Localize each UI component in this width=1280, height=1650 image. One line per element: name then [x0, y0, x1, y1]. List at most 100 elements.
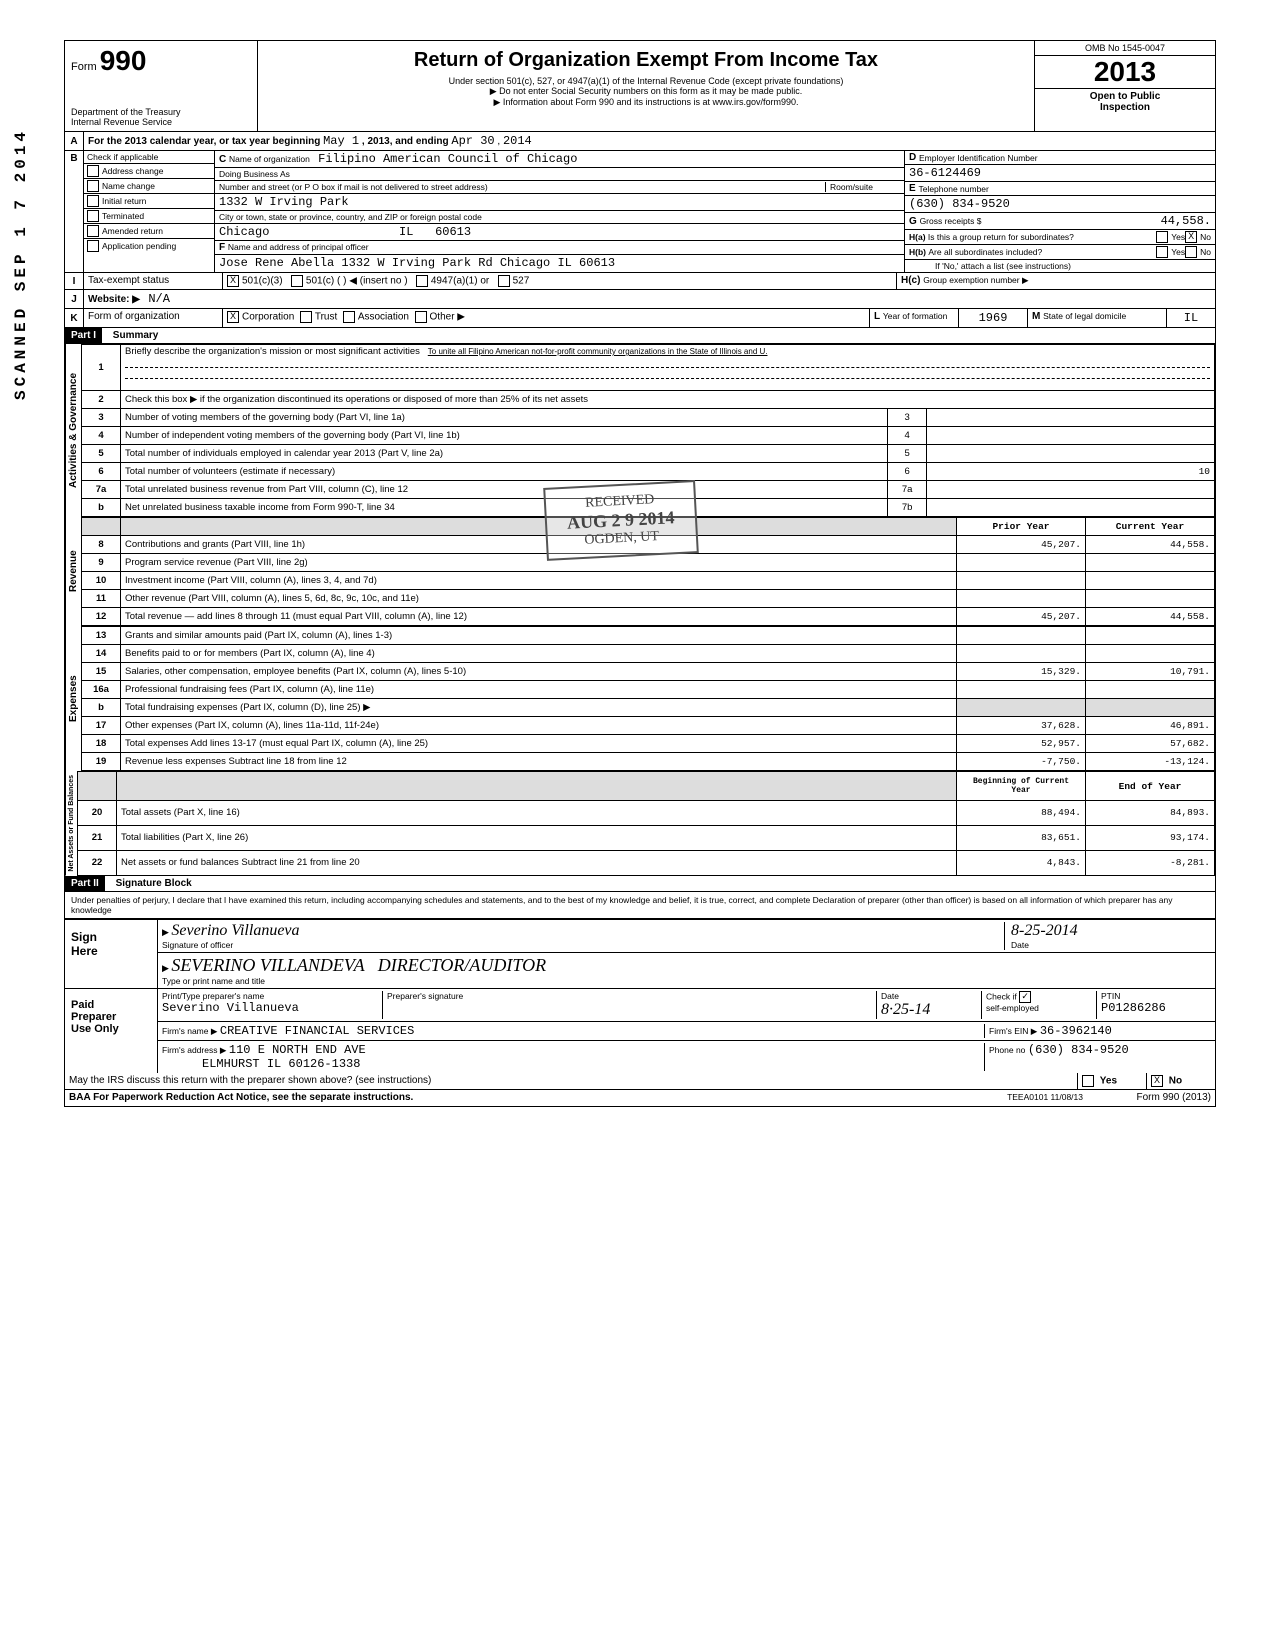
tax-exempt-label: Tax-exempt status [84, 273, 223, 289]
firm-addr1: 110 E NORTH END AVE [229, 1043, 366, 1057]
form-990: Form 990 Department of the Treasury Inte… [64, 40, 1216, 1107]
hb-yes[interactable] [1156, 246, 1168, 258]
hb-text: Are all subordinates included? [928, 247, 1156, 257]
hc-row: H(c) Group exemption number ▶ [897, 273, 1215, 289]
discuss-row: May the IRS discuss this return with the… [65, 1073, 1215, 1090]
subtitle-2: ▶ Do not enter Social Security numbers o… [262, 86, 1030, 97]
assoc-check[interactable] [343, 311, 355, 323]
phone-label: Telephone number [918, 184, 988, 194]
line-j: J Website: ▶ N/A [65, 290, 1215, 309]
ha-no[interactable]: X [1185, 231, 1197, 243]
trust-check[interactable] [300, 311, 312, 323]
year-formation: 1969 [959, 309, 1028, 327]
subtitle-3: ▶ Information about Form 990 and its ins… [262, 97, 1030, 108]
form-number: 990 [100, 45, 147, 76]
net-label: Net Assets or Fund Balances [65, 771, 77, 876]
line-k: K Form of organization XCorporation Trus… [65, 309, 1215, 328]
label-c: C [219, 154, 226, 165]
sign-here-label: Sign Here [65, 920, 158, 988]
footer-row: BAA For Paperwork Reduction Act Notice, … [65, 1090, 1215, 1106]
state-domicile: IL [1167, 309, 1215, 327]
label-hb: H(b) [909, 247, 926, 257]
website: N/A [148, 292, 170, 306]
dba-label: Doing Business As [215, 168, 904, 181]
sign-date: 8-25-2014 [1011, 922, 1078, 939]
501c3-check[interactable]: X [227, 275, 239, 287]
hb-note: If 'No,' attach a list (see instructions… [905, 260, 1215, 272]
org-info: C Name of organization Filipino American… [215, 151, 905, 272]
firm-phone: (630) 834-9520 [1028, 1043, 1129, 1057]
ein-label: Employer Identification Number [919, 153, 1038, 163]
4947-check[interactable] [416, 275, 428, 287]
hb-no[interactable] [1185, 246, 1197, 258]
governance-table: 1 Briefly describe the organization's mi… [81, 344, 1215, 517]
ein: 36-6124469 [905, 165, 1215, 182]
irs: Internal Revenue Service [71, 117, 251, 127]
preparer-name: Severino Villanueva [162, 1001, 299, 1015]
label-k: K [65, 309, 84, 327]
addr-label: Number and street (or P O box if mail is… [219, 182, 825, 192]
line-i: I Tax-exempt status X501(c)(3) 501(c) ( … [65, 273, 1215, 290]
form-label: Form [71, 61, 97, 73]
discuss-no[interactable]: X [1151, 1075, 1163, 1087]
label-ha: H(a) [909, 232, 926, 242]
corp-check[interactable]: X [227, 311, 239, 323]
label-j: J [65, 290, 84, 308]
501c-check[interactable] [291, 275, 303, 287]
label-g: G [909, 216, 917, 227]
527-check[interactable] [498, 275, 510, 287]
check-terminated[interactable]: Terminated [84, 209, 214, 224]
dept-treasury: Department of the Treasury [71, 107, 251, 117]
ptin: P01286286 [1101, 1001, 1166, 1015]
label-a: A [65, 132, 84, 150]
city-state-zip: Chicago IL 60613 [215, 224, 904, 241]
label-b: B [65, 151, 84, 272]
org-name: Filipino American Council of Chicago [318, 152, 577, 166]
label-i: I [65, 273, 84, 289]
check-initial[interactable]: Initial return [84, 194, 214, 209]
part-1-header: Part I Summary [65, 328, 1215, 344]
firm-addr2: ELMHURST IL 60126-1338 [202, 1057, 360, 1071]
check-amended[interactable]: Amended return [84, 224, 214, 239]
perjury-declaration: Under penalties of perjury, I declare th… [65, 892, 1215, 919]
gov-label: Activities & Governance [65, 344, 81, 517]
printed-name: SEVERINO VILLANDEVA DIRECTOR/AUDITOR [171, 955, 546, 975]
open-public: Open to Public [1090, 91, 1161, 102]
prep-date: 8·25-14 [881, 1001, 930, 1018]
check-name[interactable]: Name change [84, 179, 214, 194]
form-title: Return of Organization Exempt From Incom… [262, 49, 1030, 72]
begin-date: May 1 [323, 134, 359, 148]
check-header: Check if applicable [84, 151, 214, 164]
check-pending[interactable]: Application pending [84, 239, 214, 253]
sign-here-block: Sign Here ▶ Severino Villanueva Signatur… [65, 919, 1215, 988]
label-e: E [909, 183, 916, 194]
gross-label: Gross receipts $ [920, 216, 982, 226]
part-2-header: Part II Signature Block [65, 876, 1215, 892]
net-assets-table: Beginning of Current YearEnd of Year 20T… [77, 771, 1215, 876]
city-label: City or town, state or province, country… [215, 211, 904, 224]
section-b: B Check if applicable Address change Nam… [65, 151, 1215, 273]
gross-receipts: 44,558. [981, 214, 1211, 228]
discuss-yes[interactable] [1082, 1075, 1094, 1087]
line-a: A For the 2013 calendar year, or tax yea… [65, 132, 1215, 151]
end-month: Apr 30 [451, 134, 494, 148]
paid-preparer-label: Paid Preparer Use Only [65, 989, 158, 1073]
self-employed-check[interactable]: ✓ [1019, 991, 1031, 1003]
form-org-label: Form of organization [84, 309, 223, 327]
subtitle-1: Under section 501(c), 527, or 4947(a)(1)… [262, 76, 1030, 86]
end-year: 2014 [503, 134, 532, 148]
scanned-stamp: SCANNED SEP 1 7 2014 [12, 128, 30, 400]
check-if-applicable: Check if applicable Address change Name … [84, 151, 215, 272]
inspection: Inspection [1100, 102, 1150, 113]
check-address[interactable]: Address change [84, 164, 214, 179]
label-d: D [909, 152, 916, 163]
omb-number: OMB No 1545-0047 [1035, 41, 1215, 56]
ha-yes[interactable] [1156, 231, 1168, 243]
room-label: Room/suite [825, 182, 900, 192]
line-a-mid: , 2013, and ending [362, 136, 449, 147]
revenue-table: Prior YearCurrent Year 8Contributions an… [81, 517, 1215, 626]
rev-label: Revenue [65, 517, 81, 626]
website-label: Website: ▶ [88, 294, 140, 305]
other-check[interactable] [415, 311, 427, 323]
officer-signature: Severino Villanueva [171, 922, 299, 939]
